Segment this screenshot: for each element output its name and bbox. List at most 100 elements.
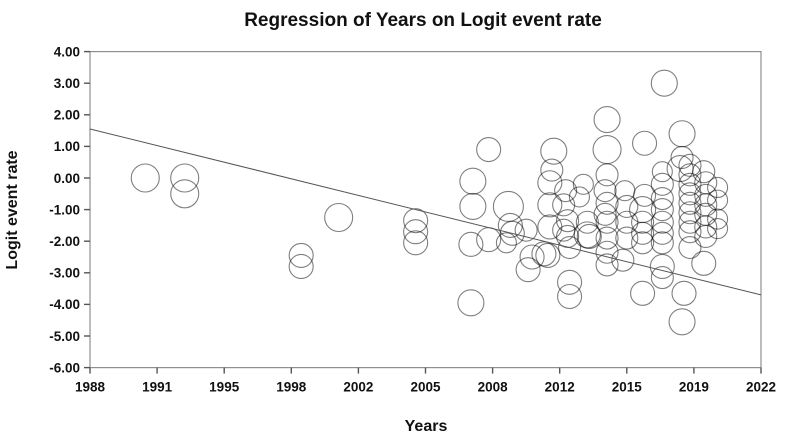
study-data-point-circle — [671, 280, 697, 306]
study-data-point-circle — [670, 145, 694, 170]
study-data-point-circle — [650, 265, 674, 290]
x-tick-label: 2022 — [746, 380, 776, 395]
x-tick-label: 2019 — [679, 380, 709, 395]
study-data-point-circle — [615, 194, 639, 218]
study-data-point-circle — [540, 137, 568, 165]
y-tick-label: 3.00 — [54, 76, 80, 91]
y-tick-label: 1.00 — [54, 139, 80, 154]
y-tick-label: 2.00 — [54, 108, 80, 123]
y-tick-label: -5.00 — [49, 329, 80, 344]
study-data-point-circle — [650, 221, 674, 245]
y-tick-label: -1.00 — [49, 202, 80, 217]
x-tick-label: 2002 — [343, 380, 373, 395]
study-data-point-circle — [614, 180, 636, 202]
study-data-point-circle — [288, 253, 314, 280]
y-axis-label: Logit event rate — [4, 150, 21, 269]
study-data-point-circle — [691, 250, 717, 276]
study-data-point-circle — [678, 182, 702, 206]
study-data-point-circle — [678, 163, 702, 187]
study-data-point-circle — [678, 235, 702, 260]
study-data-point-circle — [678, 191, 702, 215]
study-data-point-circle — [694, 215, 718, 239]
x-tick-label: 2005 — [410, 380, 441, 395]
study-data-point-circle — [531, 241, 557, 267]
x-axis-label: Years — [405, 418, 448, 435]
x-tick-label: 2012 — [545, 380, 575, 395]
regression-line-layer — [89, 128, 762, 296]
study-data-point-circle — [497, 212, 523, 238]
study-data-point-circle — [556, 209, 580, 233]
study-data-point-circle — [514, 218, 538, 242]
x-tick-label: 1991 — [142, 380, 173, 395]
study-data-point-circle — [595, 210, 619, 234]
study-data-point-circle — [650, 69, 678, 97]
study-data-point-circle — [557, 269, 583, 295]
study-data-point-circle — [630, 280, 656, 306]
study-data-point-circle — [668, 120, 696, 148]
study-data-point-circle — [170, 163, 200, 193]
chart-title: Regression of Years on Logit event rate — [244, 10, 602, 31]
study-data-point-circle — [707, 218, 729, 240]
study-data-point-circle — [707, 189, 729, 211]
study-data-point-circle — [651, 161, 673, 183]
study-data-point-circle — [650, 210, 674, 234]
y-tick-label: -2.00 — [49, 234, 80, 249]
study-data-point-circle — [593, 202, 617, 226]
study-data-point-circle — [631, 210, 655, 234]
study-data-point-circle — [576, 223, 602, 250]
study-data-point-circle — [403, 208, 429, 234]
study-data-point-circle — [707, 208, 729, 230]
y-tick-label: 0.00 — [54, 171, 80, 186]
y-tick-label: -3.00 — [49, 266, 80, 281]
study-data-point-circle — [476, 137, 502, 163]
regression-line — [89, 128, 762, 296]
study-data-point-circle — [650, 172, 674, 196]
study-data-point-circle — [678, 220, 702, 244]
study-data-point-circle — [694, 183, 718, 207]
study-data-point-circle — [515, 257, 541, 283]
study-data-point-circle — [631, 221, 655, 245]
study-data-point-circle — [403, 230, 429, 256]
x-tick-label: 1998 — [276, 380, 307, 395]
study-data-point-circle — [615, 226, 639, 250]
study-data-point-circle — [324, 202, 354, 233]
study-data-point-circle — [692, 160, 716, 184]
study-data-point-circle — [595, 240, 619, 264]
study-data-point-circle — [458, 231, 484, 257]
study-data-point-circle — [611, 248, 635, 272]
x-tick-label: 1988 — [75, 380, 106, 395]
study-data-point-circle — [554, 179, 578, 203]
study-data-point-circle — [593, 105, 621, 134]
study-data-point-circle — [568, 186, 590, 208]
study-data-point-circle — [678, 153, 702, 177]
study-data-point-circle — [558, 235, 582, 260]
study-data-point-circle — [535, 242, 561, 268]
study-data-point-circle — [552, 193, 576, 217]
study-data-point-circle — [537, 170, 563, 196]
study-data-point-circle — [650, 186, 674, 211]
study-data-point-circle — [595, 163, 619, 187]
study-data-point-circle — [537, 192, 563, 218]
study-data-point-circle — [707, 176, 729, 199]
y-tick-label: -4.00 — [49, 297, 80, 312]
x-tick-label: 1995 — [209, 380, 240, 395]
study-data-point-circle — [130, 163, 160, 193]
study-data-point-circle — [668, 308, 696, 336]
y-tick-label: 4.00 — [54, 44, 80, 59]
x-tick-label: 2015 — [612, 380, 643, 395]
study-data-point-circle — [595, 253, 619, 277]
study-data-point-circle — [649, 253, 675, 280]
study-data-point-circle — [499, 220, 525, 246]
study-data-point-circle — [457, 289, 485, 317]
study-data-point-circle — [595, 226, 619, 250]
study-data-point-circle — [678, 201, 702, 225]
study-data-point-circle — [678, 172, 702, 196]
study-data-point-circle — [650, 231, 674, 255]
study-data-point-circle — [288, 242, 314, 268]
study-data-point-circle — [572, 173, 594, 195]
study-data-point-circle — [650, 198, 674, 222]
study-data-point-circle — [459, 167, 487, 195]
study-data-point-circle — [595, 191, 619, 215]
